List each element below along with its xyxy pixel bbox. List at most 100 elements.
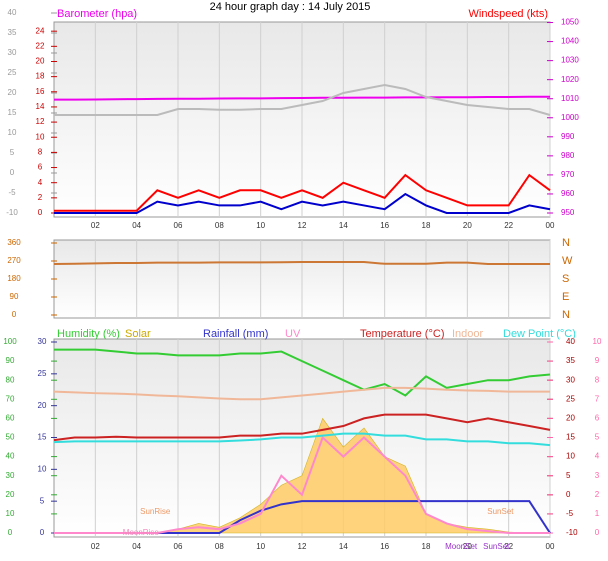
- x-tick-label: 14: [339, 542, 348, 551]
- y-tick-label: 970: [561, 170, 575, 179]
- x-tick-label: 16: [380, 542, 389, 551]
- legend-entry: Humidity (%): [57, 328, 120, 340]
- y-tick-label: 12: [36, 117, 45, 126]
- y-tick-label: 10: [38, 464, 47, 473]
- y-tick-label: 980: [561, 151, 575, 160]
- y-tick-label: 25: [8, 68, 17, 77]
- x-tick-label: 00: [546, 542, 555, 551]
- y-tick-label: 1000: [561, 113, 579, 122]
- y-tick-label: 35: [8, 28, 17, 37]
- y-tick-label: 990: [561, 132, 575, 141]
- y-tick-label: 15: [38, 433, 47, 442]
- y-tick-label: 270: [7, 256, 21, 265]
- line: [53, 261, 550, 265]
- y-tick-label: 1: [595, 509, 600, 518]
- event-label: SunSet: [483, 542, 510, 551]
- line: [53, 413, 551, 442]
- y-tick-label: 40: [6, 452, 15, 461]
- y-tick-label: 30: [566, 375, 575, 384]
- y-tick-label: 0: [10, 168, 15, 177]
- x-tick-label: 18: [422, 221, 431, 230]
- y-tick-label: 70: [6, 394, 15, 403]
- x-tick-label: 12: [298, 542, 307, 551]
- y-tick-label: 24: [36, 26, 45, 35]
- y-tick-label: 7: [595, 394, 600, 403]
- event-label: MoonRise: [123, 528, 160, 537]
- y-tick-label: 4: [38, 178, 43, 187]
- chart-title: 24 hour graph day : 14 July 2015: [210, 1, 371, 13]
- y-tick-label: 10: [36, 132, 45, 141]
- event-label: SunSet: [487, 507, 514, 516]
- legend-entry: Dew Point (°C): [503, 328, 576, 340]
- legend-entry: Windspeed (kts): [469, 8, 548, 20]
- y-tick-label: 0: [12, 310, 17, 319]
- line: [53, 386, 550, 401]
- direction-label: S: [562, 273, 569, 285]
- legend-entry: Rainfall (mm): [203, 328, 268, 340]
- y-tick-label: 10: [6, 509, 15, 518]
- x-tick-label: 04: [132, 221, 141, 230]
- direction-label: W: [562, 255, 573, 267]
- y-tick-label: 5: [10, 148, 15, 157]
- y-tick-label: 0: [595, 528, 600, 537]
- x-tick-label: 10: [256, 221, 265, 230]
- line: [54, 435, 550, 534]
- y-tick-label: 20: [38, 401, 47, 410]
- y-tick-label: 10: [593, 337, 602, 346]
- event-label: SunRise: [140, 507, 171, 516]
- y-tick-label: 25: [38, 369, 47, 378]
- line: [54, 95, 550, 101]
- x-tick-label: 02: [91, 542, 100, 551]
- y-tick-label: 80: [6, 375, 15, 384]
- line: [54, 83, 551, 116]
- x-tick-label: 12: [298, 221, 307, 230]
- y-tick-label: 25: [566, 394, 575, 403]
- y-tick-label: 90: [6, 356, 15, 365]
- y-tick-label: 40: [566, 337, 575, 346]
- event-label: MoonSet: [445, 542, 478, 551]
- y-tick-label: 0: [38, 208, 43, 217]
- x-tick-label: 16: [380, 221, 389, 230]
- direction-label: N: [562, 309, 570, 321]
- x-tick-label: 08: [215, 221, 224, 230]
- x-tick-label: 06: [174, 221, 183, 230]
- y-tick-label: 1020: [561, 75, 579, 84]
- y-tick-label: 360: [7, 238, 21, 247]
- y-tick-label: 50: [6, 433, 15, 442]
- y-tick-label: 15: [8, 108, 17, 117]
- y-tick-label: 8: [38, 148, 43, 157]
- x-tick-label: 10: [256, 542, 265, 551]
- y-tick-label: 22: [36, 41, 45, 50]
- y-tick-label: 2: [38, 193, 43, 202]
- x-tick-label: 00: [546, 221, 555, 230]
- y-tick-label: 20: [8, 88, 17, 97]
- y-tick-label: 60: [6, 414, 15, 423]
- y-tick-label: 35: [566, 356, 575, 365]
- x-tick-label: 14: [339, 221, 348, 230]
- direction-label: N: [562, 237, 570, 249]
- x-tick-label: 04: [132, 542, 141, 551]
- y-tick-label: -5: [566, 509, 574, 518]
- y-tick-label: 30: [6, 471, 15, 480]
- y-tick-label: 20: [566, 414, 575, 423]
- y-tick-label: 5: [595, 433, 600, 442]
- y-tick-label: 18: [36, 72, 45, 81]
- y-tick-label: 20: [36, 57, 45, 66]
- y-tick-label: 1040: [561, 37, 579, 46]
- y-tick-label: 16: [36, 87, 45, 96]
- y-tick-label: 90: [10, 292, 19, 301]
- y-tick-label: 2: [595, 490, 600, 499]
- y-tick-label: 8: [595, 375, 600, 384]
- x-tick-label: 22: [504, 542, 513, 551]
- y-tick-label: 950: [561, 208, 575, 217]
- y-tick-label: 15: [566, 433, 575, 442]
- y-tick-label: 4: [595, 452, 600, 461]
- x-tick-label: 22: [504, 221, 513, 230]
- line: [54, 192, 551, 214]
- y-tick-label: 100: [3, 337, 17, 346]
- y-tick-label: -5: [8, 188, 16, 197]
- x-tick-label: 02: [91, 221, 100, 230]
- y-tick-label: 6: [595, 414, 600, 423]
- legend-entry: Barometer (hpa): [57, 8, 137, 20]
